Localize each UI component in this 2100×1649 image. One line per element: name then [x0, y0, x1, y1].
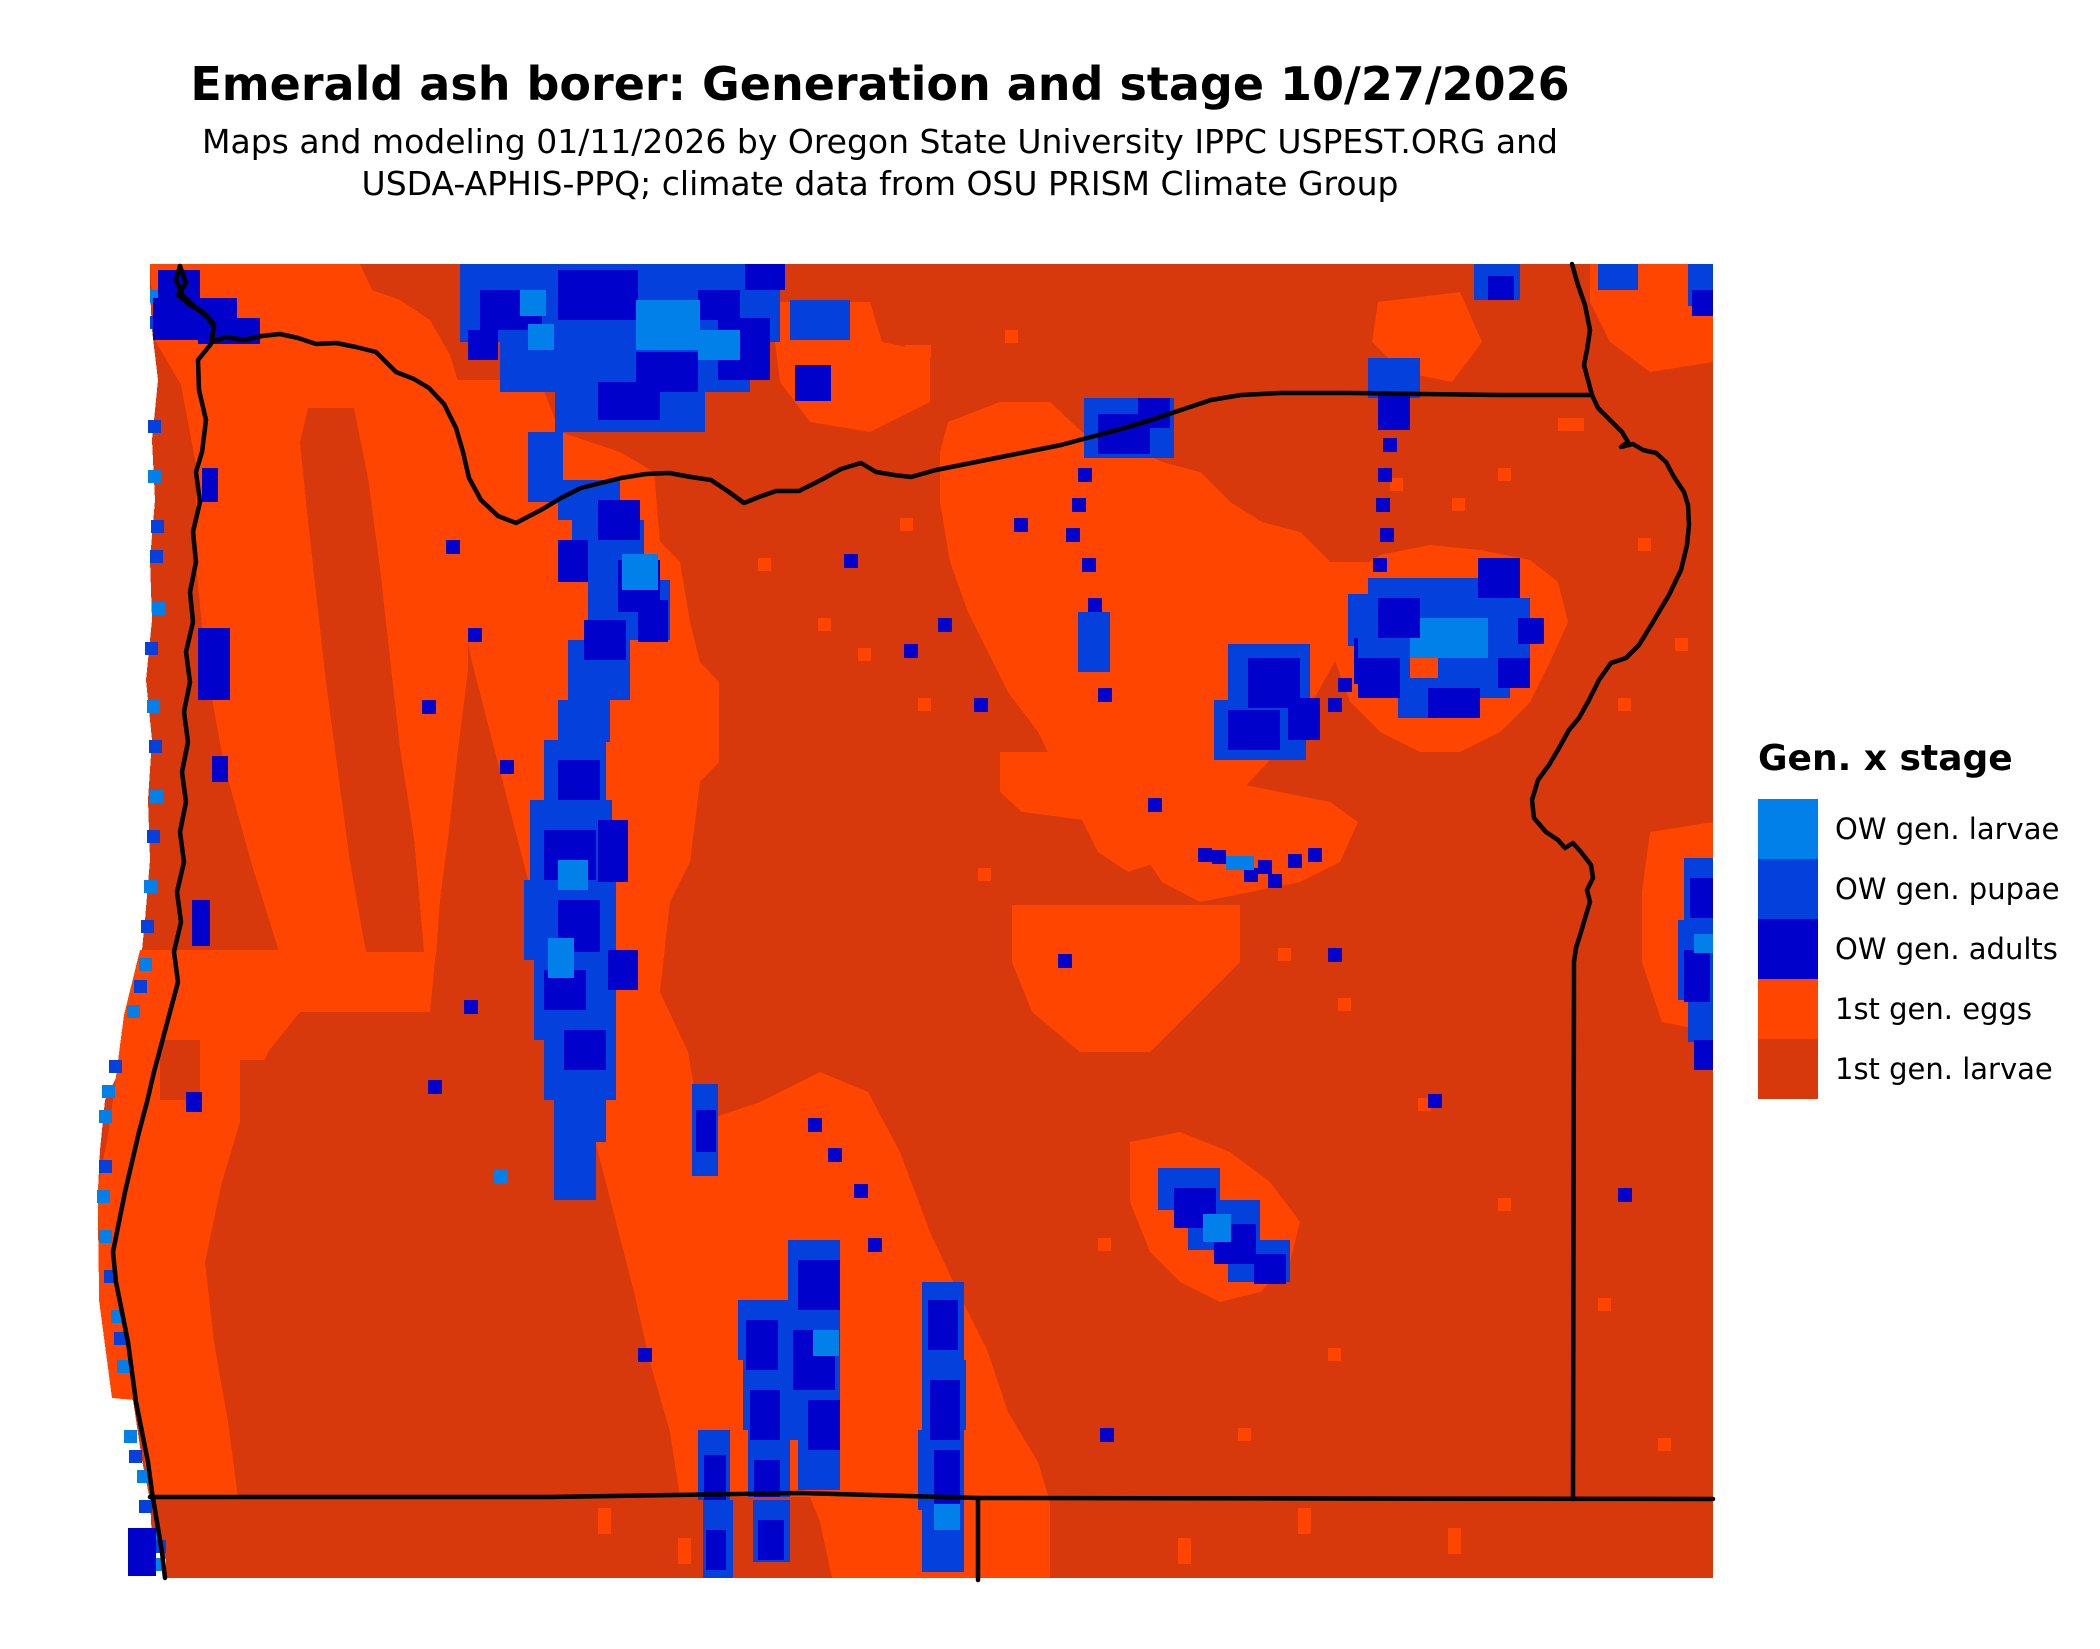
legend-item-ow-larvae: OW gen. larvae [1758, 799, 2060, 859]
coastline [110, 263, 217, 1581]
legend-swatch-ow-pupae [1758, 859, 1818, 919]
page-title: Emerald ash borer: Generation and stage … [190, 57, 1570, 111]
legend-swatch-ow-adults [1758, 919, 1818, 979]
legend-swatch-ow-larvae [1758, 799, 1818, 859]
legend-label: OW gen. adults [1835, 932, 2058, 966]
legend: Gen. x stage OW gen. larvae OW gen. pupa… [1758, 738, 2060, 1099]
legend-label: OW gen. larvae [1835, 812, 2060, 846]
legend-item-ow-adults: OW gen. adults [1758, 919, 2060, 979]
subtitle-line-1: Maps and modeling 01/11/2026 by Oregon S… [202, 121, 1558, 161]
snake-river-idaho-border [1529, 261, 1692, 1502]
legend-item-1st-larvae: 1st gen. larvae [1758, 1039, 2060, 1099]
header: Emerald ash borer: Generation and stage … [0, 0, 1760, 205]
subtitle-line-2: USDA-APHIS-PPQ; climate data from OSU PR… [361, 164, 1399, 204]
legend-label: 1st gen. larvae [1835, 1052, 2053, 1086]
columbia-river-border [175, 263, 1595, 526]
legend-label: 1st gen. eggs [1835, 992, 2032, 1026]
legend-title: Gen. x stage [1758, 738, 2013, 779]
legend-item-ow-pupae: OW gen. pupae [1758, 859, 2060, 919]
legend-swatch-1st-larvae [1758, 1039, 1818, 1099]
legend-swatch-1st-eggs [1758, 979, 1818, 1039]
legend-label: OW gen. pupae [1835, 872, 2060, 906]
oregon-south-border [147, 1490, 1716, 1502]
legend-item-1st-eggs: 1st gen. eggs [1758, 979, 2060, 1039]
